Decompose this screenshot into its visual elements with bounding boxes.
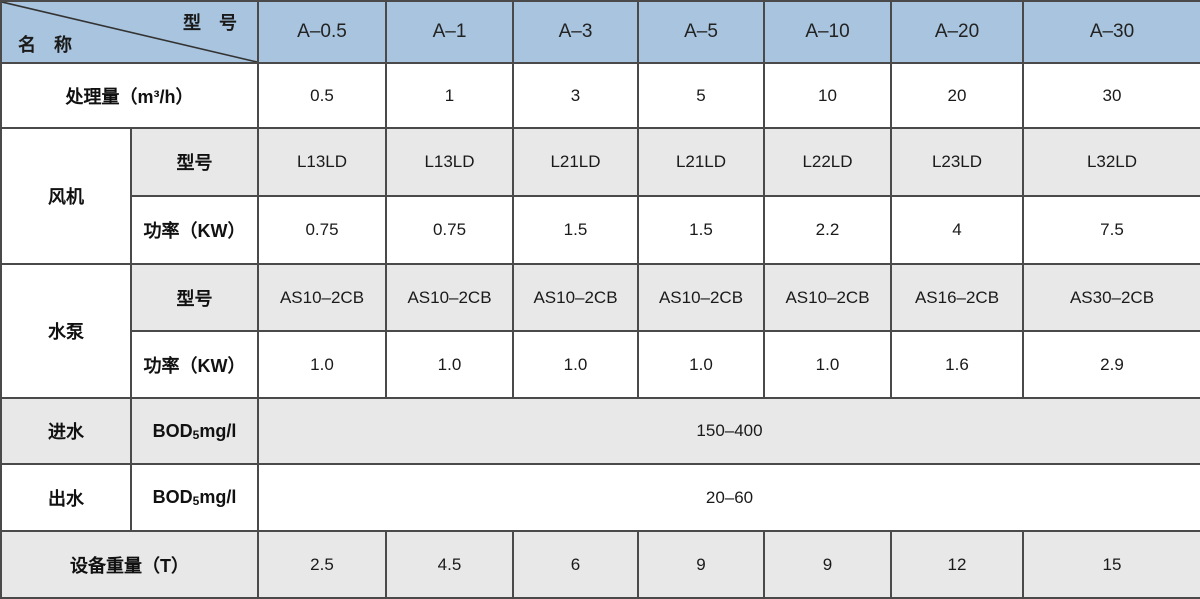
fan-power-value-0: 0.75 [257, 195, 387, 265]
outlet-row: 出水 BOD5mg/l 20–60 [0, 463, 1200, 532]
pump-power-value-2: 1.0 [512, 330, 639, 399]
column-header-a05: A–0.5 [257, 0, 387, 64]
fan-model-value-1: L13LD [385, 127, 514, 197]
corner-header-cell: 型 号 名 称 [0, 0, 259, 64]
diagonal-divider [3, 3, 256, 61]
capacity-value-3: 5 [637, 62, 765, 129]
weight-row: 设备重量（T） 2.5 4.5 6 9 9 12 15 [0, 530, 1200, 599]
weight-value-4: 9 [763, 530, 892, 599]
inlet-bod-subscript: 5 [192, 427, 200, 442]
outlet-param-label: BOD5mg/l [130, 463, 259, 532]
pump-model-value-3: AS10–2CB [637, 263, 765, 332]
capacity-value-5: 20 [890, 62, 1024, 129]
column-header-a1: A–1 [385, 0, 514, 64]
inlet-bod-prefix: BOD [152, 420, 193, 441]
pump-power-value-3: 1.0 [637, 330, 765, 399]
fan-model-value-0: L13LD [257, 127, 387, 197]
inlet-row: 进水 BOD5mg/l 150–400 [0, 397, 1200, 465]
column-header-a10: A–10 [763, 0, 892, 64]
pump-model-value-2: AS10–2CB [512, 263, 639, 332]
outlet-bod-subscript: 5 [192, 494, 200, 508]
pump-model-value-0: AS10–2CB [257, 263, 387, 332]
fan-power-value-1: 0.75 [385, 195, 514, 265]
fan-model-row: 风机 型号 L13LD L13LD L21LD L21LD L22LD L23L… [0, 127, 1200, 265]
fan-power-value-2: 1.5 [512, 195, 639, 265]
pump-power-label: 功率（KW） [130, 330, 259, 399]
inlet-param-label: BOD5mg/l [130, 397, 259, 465]
pump-model-value-5: AS16–2CB [890, 263, 1024, 332]
capacity-value-4: 10 [763, 62, 892, 129]
weight-value-6: 15 [1022, 530, 1200, 599]
capacity-label: 处理量（m³/h） [0, 62, 259, 129]
fan-model-value-3: L21LD [637, 127, 765, 197]
pump-power-value-0: 1.0 [257, 330, 387, 399]
capacity-value-1: 1 [385, 62, 514, 129]
column-header-a5: A–5 [637, 0, 765, 64]
pump-model-value-1: AS10–2CB [385, 263, 514, 332]
pump-model-value-6: AS30–2CB [1022, 263, 1200, 332]
outlet-merged-value: 20–60 [257, 463, 1200, 532]
fan-power-value-6: 7.5 [1022, 195, 1200, 265]
weight-value-0: 2.5 [257, 530, 387, 599]
weight-value-1: 4.5 [385, 530, 514, 599]
outlet-label: 出水 [0, 463, 132, 532]
column-header-a30: A–30 [1022, 0, 1200, 64]
inlet-merged-value: 150–400 [257, 397, 1200, 465]
fan-power-row: 功率（KW） 0.75 0.75 1.5 1.5 2.2 4 7.5 [1, 195, 1200, 265]
column-header-a3: A–3 [512, 0, 639, 64]
pump-power-value-6: 2.9 [1022, 330, 1200, 399]
fan-model-value-2: L21LD [512, 127, 639, 197]
column-header-a20: A–20 [890, 0, 1024, 64]
outlet-bod-prefix: BOD [152, 487, 193, 507]
pump-model-row: 水泵 型号 AS10–2CB AS10–2CB AS10–2CB AS10–2C… [0, 263, 1200, 399]
pump-model-value-4: AS10–2CB [763, 263, 892, 332]
fan-power-label: 功率（KW） [130, 195, 259, 265]
weight-value-3: 9 [637, 530, 765, 599]
fan-group-label: 风机 [0, 127, 132, 265]
capacity-value-6: 30 [1022, 62, 1200, 129]
outlet-bod-suffix: mg/l [199, 487, 237, 507]
pump-model-label: 型号 [130, 263, 259, 332]
capacity-value-2: 3 [512, 62, 639, 129]
weight-value-2: 6 [512, 530, 639, 599]
fan-power-value-5: 4 [890, 195, 1024, 265]
weight-value-5: 12 [890, 530, 1024, 599]
fan-model-label: 型号 [130, 127, 259, 197]
header-row: 型 号 名 称 A–0.5 A–1 A–3 A–5 A–10 A–20 A–30 [0, 0, 1200, 64]
fan-model-value-5: L23LD [890, 127, 1024, 197]
fan-model-value-4: L22LD [763, 127, 892, 197]
inlet-label: 进水 [0, 397, 132, 465]
pump-power-value-1: 1.0 [385, 330, 514, 399]
fan-power-value-4: 2.2 [763, 195, 892, 265]
capacity-value-0: 0.5 [257, 62, 387, 129]
fan-model-value-6: L32LD [1022, 127, 1200, 197]
pump-group-label: 水泵 [0, 263, 132, 399]
corner-label-model: 型 号 [183, 13, 237, 33]
inlet-bod-suffix: mg/l [199, 420, 237, 441]
corner-label-name: 名 称 [18, 35, 72, 55]
pump-power-value-5: 1.6 [890, 330, 1024, 399]
capacity-row: 处理量（m³/h） 0.5 1 3 5 10 20 30 [0, 62, 1200, 129]
pump-power-row: 功率（KW） 1.0 1.0 1.0 1.0 1.0 1.6 2.9 [1, 330, 1200, 399]
pump-power-value-4: 1.0 [763, 330, 892, 399]
fan-power-value-3: 1.5 [637, 195, 765, 265]
weight-label: 设备重量（T） [0, 530, 259, 599]
